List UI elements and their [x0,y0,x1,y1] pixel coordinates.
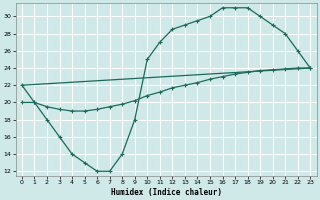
X-axis label: Humidex (Indice chaleur): Humidex (Indice chaleur) [111,188,221,197]
